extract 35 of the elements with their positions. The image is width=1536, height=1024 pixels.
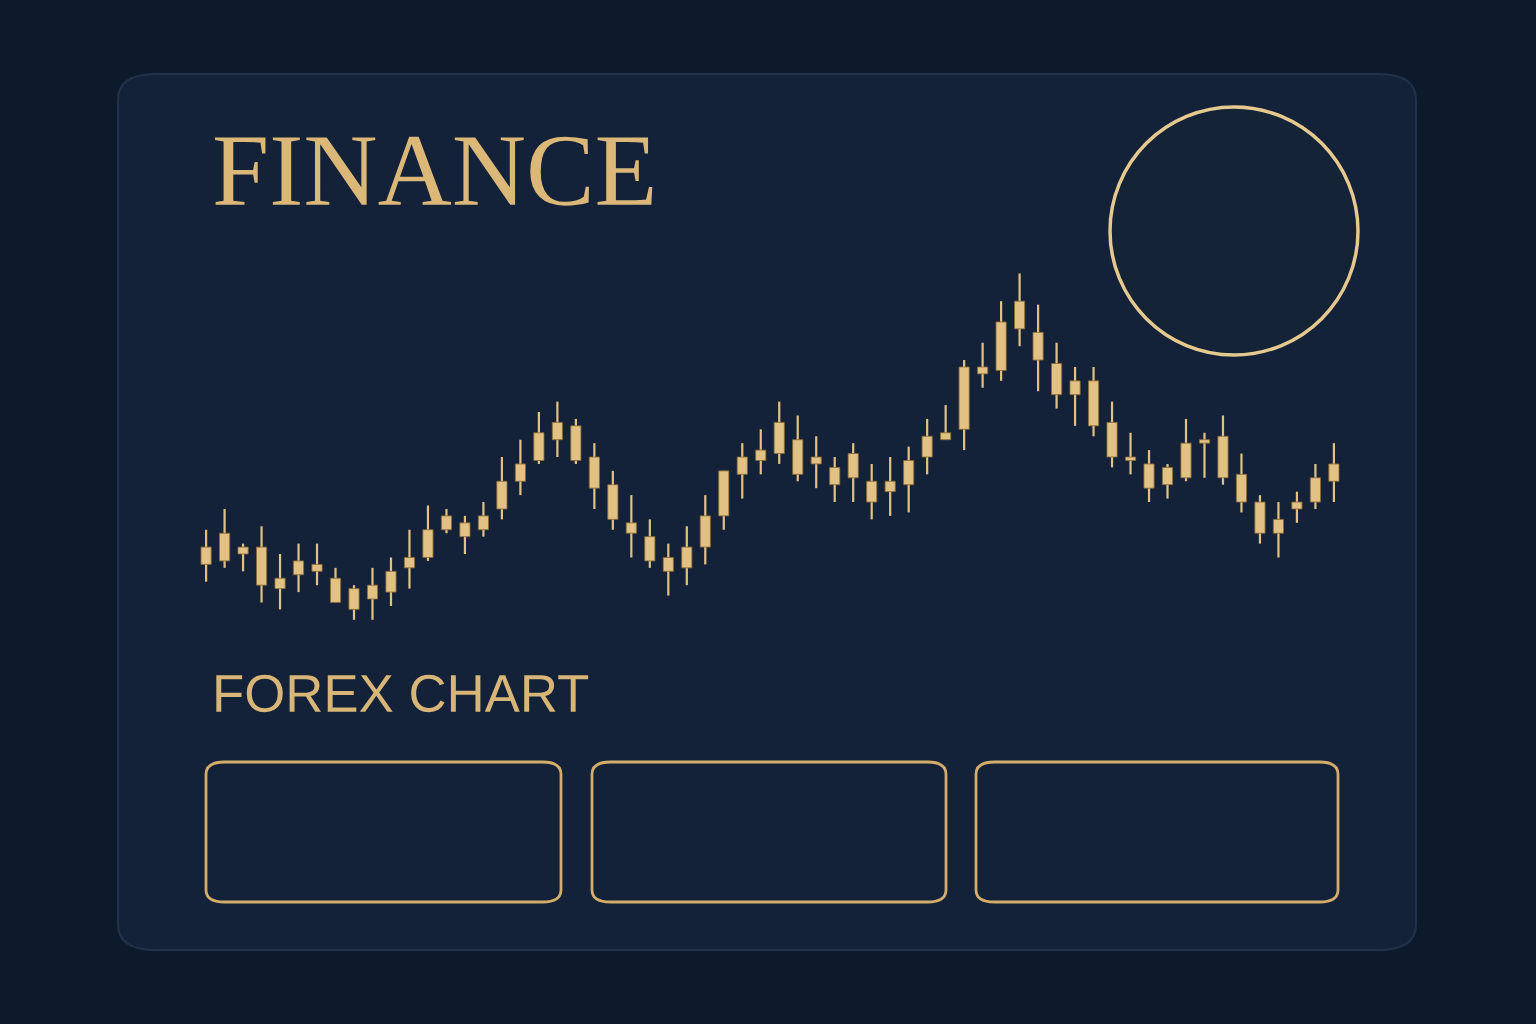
- candlestick: [237, 542, 249, 573]
- candlestick: [403, 528, 415, 590]
- candlestick: [1198, 431, 1210, 479]
- candlestick: [736, 442, 748, 500]
- candlestick: [662, 542, 674, 597]
- candlestick: [1272, 500, 1284, 559]
- candlestick: [1162, 462, 1174, 500]
- candlestick: [755, 428, 767, 476]
- candlestick: [681, 525, 693, 587]
- candlestick: [440, 507, 452, 535]
- candlestick: [1069, 365, 1081, 427]
- chart-title: FINANCE: [214, 136, 653, 206]
- candlestick: [551, 400, 563, 459]
- candlestick: [884, 455, 896, 518]
- candlestick: [1125, 431, 1137, 476]
- candlestick: [977, 341, 989, 389]
- candlestick: [940, 403, 952, 441]
- candlestick: [514, 438, 526, 497]
- candlestick: [366, 566, 378, 621]
- candlestick: [1328, 442, 1340, 504]
- candlestick: [348, 584, 360, 621]
- candlestick: [829, 455, 841, 504]
- candlestick: [866, 462, 878, 521]
- candlestick: [477, 500, 489, 538]
- candlestick: [293, 542, 305, 594]
- candlestick: [1291, 490, 1303, 524]
- candlestick: [625, 494, 637, 559]
- candlestick: [274, 552, 286, 611]
- candlestick: [921, 417, 933, 476]
- candlestick: [459, 514, 471, 556]
- candlestick: [200, 528, 212, 583]
- candlestick: [311, 542, 323, 587]
- candlestick: [810, 435, 822, 490]
- candlestick: [385, 556, 397, 608]
- text: FOREX CHART: [216, 674, 589, 713]
